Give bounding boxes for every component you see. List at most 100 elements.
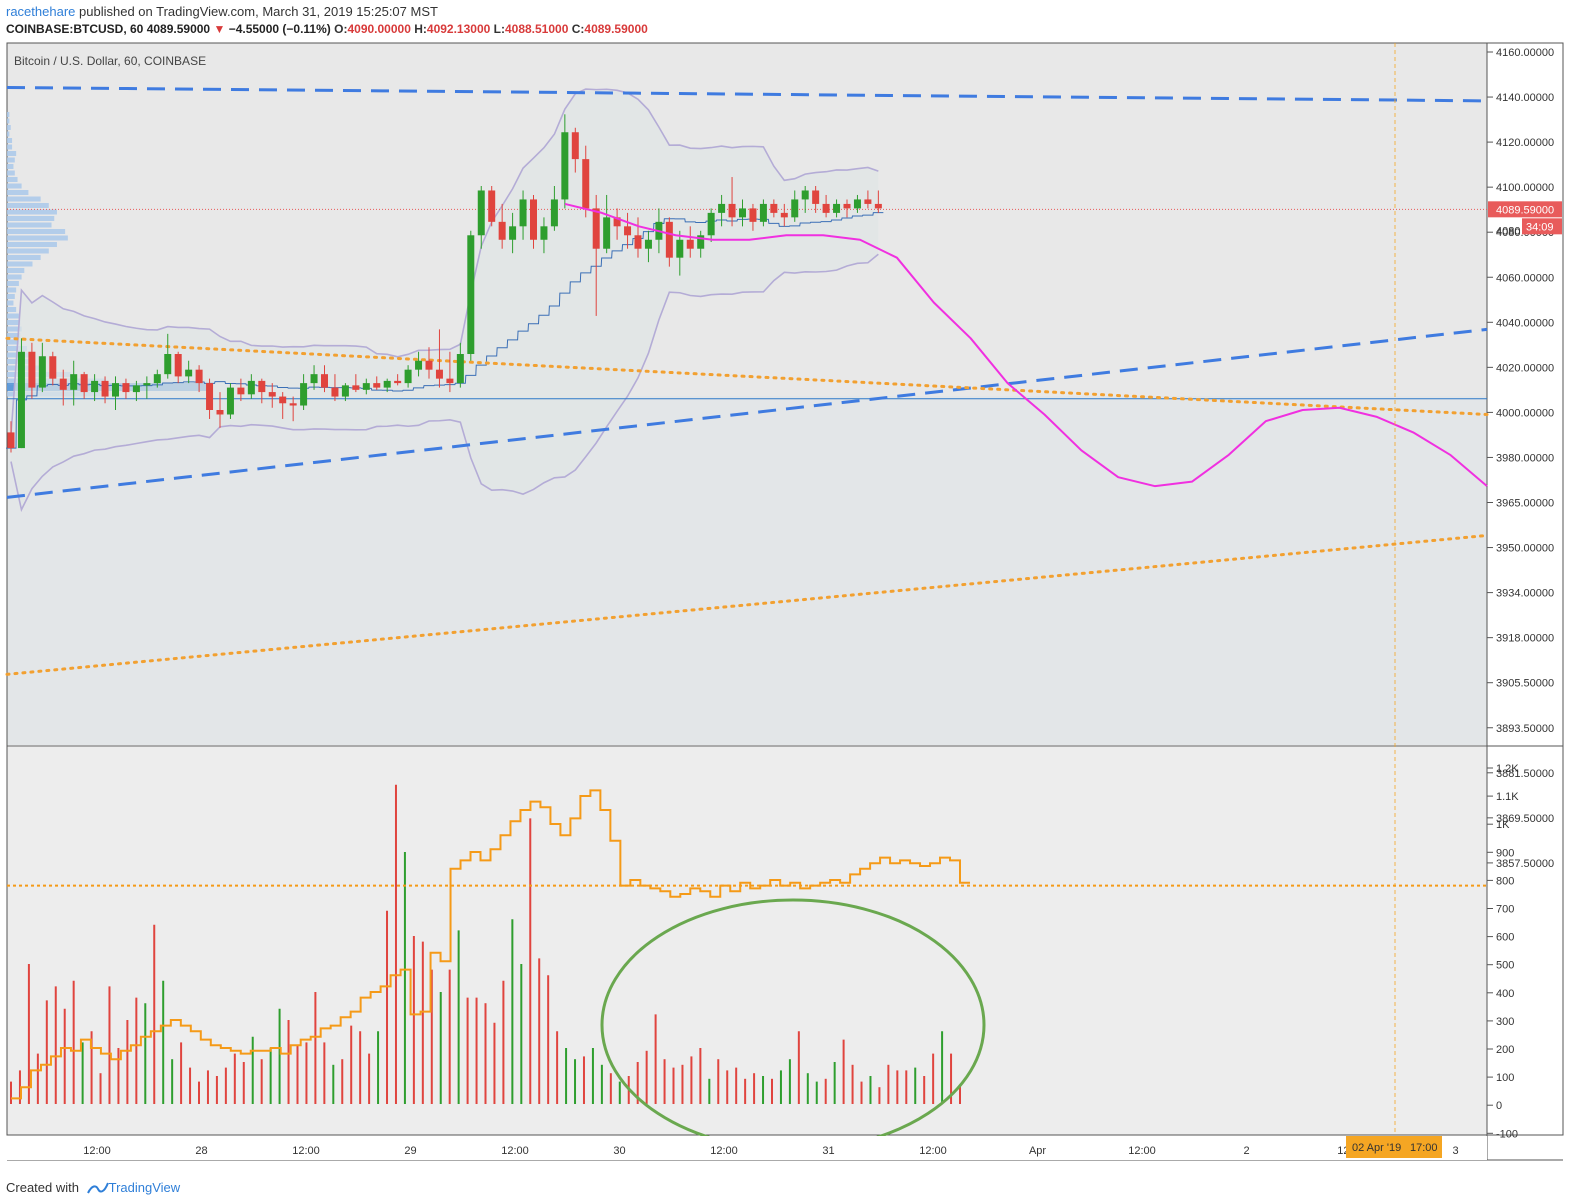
candle-body: [321, 374, 328, 388]
candle-body: [509, 226, 517, 240]
volume-profile-bar: [7, 203, 49, 208]
candle-body: [561, 132, 569, 200]
price-tick-label: 4160.00000: [1496, 47, 1554, 59]
candle-body: [739, 208, 746, 218]
time-tick-label: 28: [195, 1145, 207, 1157]
time-tick-label: 12:00: [919, 1145, 947, 1157]
crosshair-date-label: 02 Apr '19: [1352, 1142, 1401, 1154]
time-tick-label: 3: [1452, 1145, 1458, 1157]
price-change: −4.55000 (−0.11%): [228, 22, 331, 36]
time-tick-label: 12:00: [292, 1145, 320, 1157]
time-tick-label: 12:00: [710, 1145, 738, 1157]
candle-body: [132, 385, 140, 393]
last-price: 4089.59000: [146, 22, 211, 36]
price-tick-label: 4000.00000: [1496, 407, 1554, 419]
volume-profile-bar: [7, 248, 49, 254]
candle-body: [519, 199, 527, 227]
volume-profile-bar: [7, 151, 17, 156]
candle-body: [206, 383, 214, 410]
volume-pane-bg: [7, 747, 1487, 1135]
tradingview-brand[interactable]: TradingView: [108, 1180, 181, 1195]
candle-body: [310, 374, 318, 384]
candle-body: [17, 351, 25, 449]
candle-body: [874, 203, 882, 209]
down-arrow-icon: ▼: [213, 22, 226, 36]
orange-trend-line: [5, 533, 1489, 676]
candle-body: [185, 369, 193, 377]
price-tick-label: 3869.50000: [1496, 813, 1554, 825]
basis-step-line: [6, 212, 884, 449]
volume-profile-bar: [7, 287, 17, 293]
candle-body: [843, 203, 851, 209]
candle-body: [446, 378, 454, 384]
candle-body: [404, 369, 412, 384]
candle-body: [728, 203, 736, 218]
candle-body: [864, 199, 872, 204]
high-label: H:: [414, 22, 427, 36]
author-link[interactable]: racethehare: [6, 4, 76, 19]
countdown-label: 34:09: [1526, 221, 1554, 233]
volume-profile-bar: [7, 242, 57, 247]
volume-tick-label: 800: [1496, 875, 1514, 887]
volume-profile-bar: [7, 216, 55, 221]
candle-body: [801, 190, 809, 200]
time-tick-label: 31: [822, 1145, 834, 1157]
candle-body: [665, 221, 673, 258]
price-tick-label: 4100.00000: [1496, 182, 1554, 194]
volume-ma-line: [11, 789, 970, 1100]
volume-profile-bar: [7, 268, 25, 273]
candle-body: [707, 212, 715, 236]
volume-profile-bar: [7, 183, 22, 189]
candle-body: [780, 212, 788, 218]
candle-body: [49, 356, 57, 379]
candle-body: [435, 369, 443, 379]
open-label: O:: [334, 22, 348, 36]
candle-body: [530, 199, 537, 240]
candle-body: [247, 380, 255, 395]
volume-profile-bar: [7, 209, 57, 215]
candle-body: [833, 203, 841, 213]
volume-tick-label: 100: [1496, 1072, 1514, 1084]
candle-body: [749, 208, 757, 222]
price-tick-label: 4040.00000: [1496, 317, 1554, 329]
candle-body: [644, 239, 652, 249]
candle-body: [613, 217, 621, 227]
time-tick-label: 12:00: [1128, 1145, 1156, 1157]
volume-tick-label: 1K: [1496, 819, 1510, 831]
time-tick-label: 12:00: [83, 1145, 111, 1157]
candle-body: [279, 396, 287, 404]
volume-profile-bar: [7, 313, 19, 319]
last-price-tag-label: 4089.59000: [1496, 204, 1554, 216]
candle-body: [174, 354, 182, 377]
blue-trend-line: [6, 327, 1488, 499]
candle-body: [352, 385, 360, 390]
price-tick-label: 4060.00000: [1496, 272, 1554, 284]
candle-body: [341, 385, 349, 397]
volume-profile-bar: [7, 170, 15, 176]
blue-trend-line: [6, 85, 1488, 103]
low-label: L:: [493, 22, 505, 36]
volume-profile-bar: [7, 333, 21, 338]
candle-body: [258, 380, 266, 393]
volume-profile-bar: [7, 300, 14, 306]
volume-profile-bar: [7, 255, 41, 260]
volume-profile-bar: [7, 177, 18, 182]
ohlc-legend: COINBASE:BTCUSD, 60 4089.59000 ▼ −4.5500…: [6, 22, 648, 36]
volume-profile-bar: [7, 229, 66, 234]
candle-body: [425, 360, 433, 370]
volume-tick-label: 700: [1496, 904, 1514, 916]
price-tick-label: 4120.00000: [1496, 137, 1554, 149]
volume-profile-bar: [7, 131, 10, 137]
price-tick-label: 4020.00000: [1496, 362, 1554, 374]
candle-body: [112, 383, 119, 397]
candle-body: [226, 387, 234, 415]
last-price-tag: [1488, 201, 1562, 218]
volume-tick-label: 900: [1496, 847, 1514, 859]
candle-body: [70, 374, 78, 390]
volume-tick-label: 1.2K: [1496, 763, 1519, 775]
candle-body: [59, 378, 67, 390]
countdown-tag: [1522, 218, 1562, 235]
chart-title: Bitcoin / U.S. Dollar, 60, COINBASE: [14, 54, 206, 68]
price-tick-label: 3965.00000: [1496, 498, 1554, 510]
